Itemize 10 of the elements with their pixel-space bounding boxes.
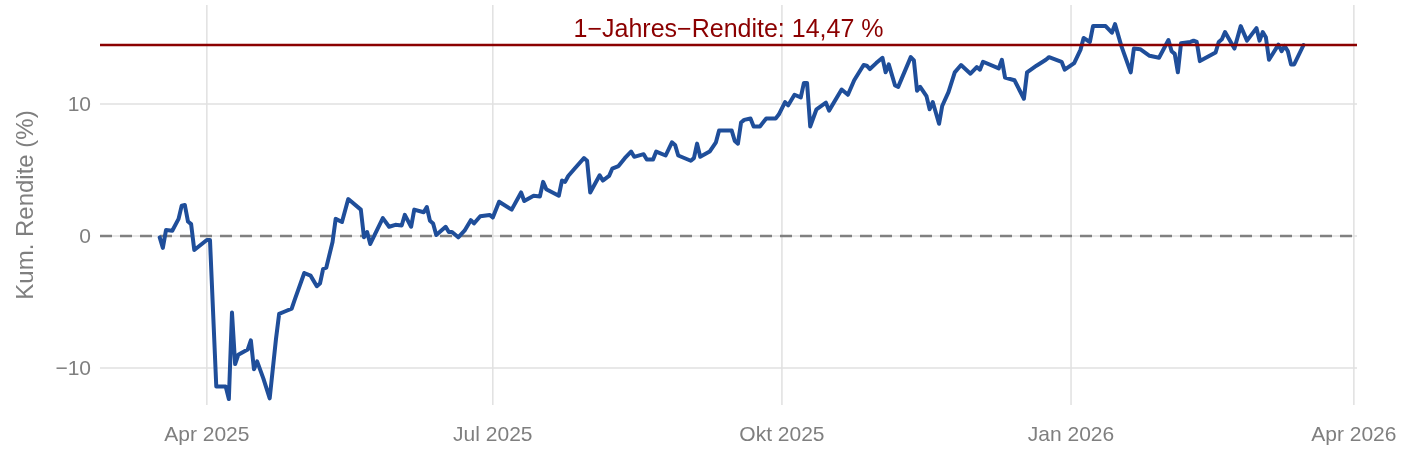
x-tick-label: Apr 2025 [164,422,250,445]
x-tick-label: Jul 2025 [453,422,533,445]
ref-line-label: 1−Jahres−Rendite: 14,47 % [573,14,884,42]
x-tick-label: Okt 2025 [739,422,825,445]
y-tick-label: 10 [67,92,91,116]
x-tick-label: Apr 2026 [1311,422,1397,445]
y-tick-label: 0 [79,224,91,248]
y-axis-title: Kum. Rendite (%) [11,110,38,300]
x-tick-label: Jan 2026 [1027,422,1115,445]
y-tick-label: −10 [55,356,91,380]
